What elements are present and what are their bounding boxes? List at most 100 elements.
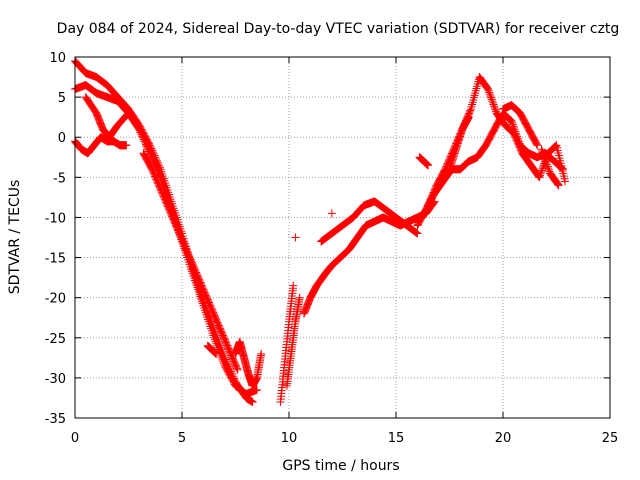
data-point [541,157,550,166]
grid-lines [74,56,611,419]
series-t8 [276,281,298,406]
data-point [135,125,144,134]
data-point [248,397,257,406]
data-point [219,357,228,366]
y-axis-label: SDTVAR / TECUs [7,180,23,295]
data-point [508,118,517,127]
series-t18 [499,101,542,150]
data-point [468,98,477,107]
data-point [535,171,544,180]
data-point [488,97,497,106]
data-point [149,157,158,166]
series-t6 [203,341,221,358]
data-point [138,132,147,141]
series-t2 [71,81,261,398]
y-tick-label: 0 [58,131,66,146]
data-point [144,145,153,154]
data-point [413,229,422,238]
data-point [411,228,420,237]
data-point [554,181,563,190]
data-point [537,166,546,175]
y-tick-label: -20 [45,292,66,307]
data-point [482,83,491,92]
data-point [538,148,547,157]
data-point [136,128,145,137]
data-point [487,93,496,102]
x-tick-label: 15 [388,431,405,446]
series-t5 [139,149,242,374]
x-axis-label: GPS time / hours [282,458,399,474]
data-point [484,86,493,95]
data-point [135,126,144,135]
data-point [538,146,547,155]
data-point [551,141,560,150]
data-point [542,159,551,168]
data-point [145,147,154,156]
series-t13 [327,209,336,218]
data-point [122,141,131,150]
data-point [535,173,544,182]
series-t9 [282,293,304,390]
data-point [213,343,222,352]
series-t7 [231,337,266,390]
data-point [291,233,300,242]
data-point [142,142,151,151]
data-point [471,89,480,98]
data-point [139,133,148,142]
data-point [469,93,478,102]
series-t17 [415,153,433,170]
data-point [211,337,220,346]
data-point [141,138,150,147]
data-point [485,88,494,97]
data-point [212,349,221,358]
chart-title: Day 084 of 2024, Sidereal Day-to-day VTE… [57,21,620,37]
data-point [289,281,298,290]
data-point [543,162,552,171]
data-point [252,385,261,394]
data-point [142,140,151,149]
data-point [233,364,242,373]
data-point [507,117,516,126]
data-point [508,120,517,129]
data-point [509,128,518,137]
y-tick-label: -5 [53,171,66,186]
data-point [488,98,497,107]
data-point [544,165,553,174]
data-point [472,84,481,93]
data-point [537,145,546,154]
data-point [485,90,494,99]
data-point [212,339,221,348]
data-point [217,353,226,362]
data-point [155,171,164,180]
data-point [327,209,336,218]
data-point [561,177,570,186]
data-point [533,141,542,150]
data-point [139,135,148,144]
data-point [464,113,473,122]
data-point [137,130,146,139]
series-t19 [537,145,563,190]
series-t14 [413,109,567,230]
y-tick-label: -15 [45,252,66,267]
data-point [213,341,222,350]
data-point [468,100,477,109]
data-point [412,228,421,237]
data-point [143,144,152,153]
y-tick-label: 10 [49,51,66,66]
data-points [71,57,570,406]
data-point [532,140,541,149]
data-point [538,164,547,173]
data-point [424,161,433,170]
data-point [220,359,229,368]
y-tick-label: -30 [45,372,66,387]
data-point [489,100,498,109]
x-tick-label: 25 [602,431,619,446]
y-axis-ticks: 10 5 0 -5 -10 -15 -20 -25 -30 -35 [45,51,610,427]
data-point [490,103,499,112]
data-point [539,150,548,159]
x-tick-label: 20 [495,431,512,446]
data-point [486,91,495,100]
data-point [553,179,562,188]
data-point [543,160,552,169]
